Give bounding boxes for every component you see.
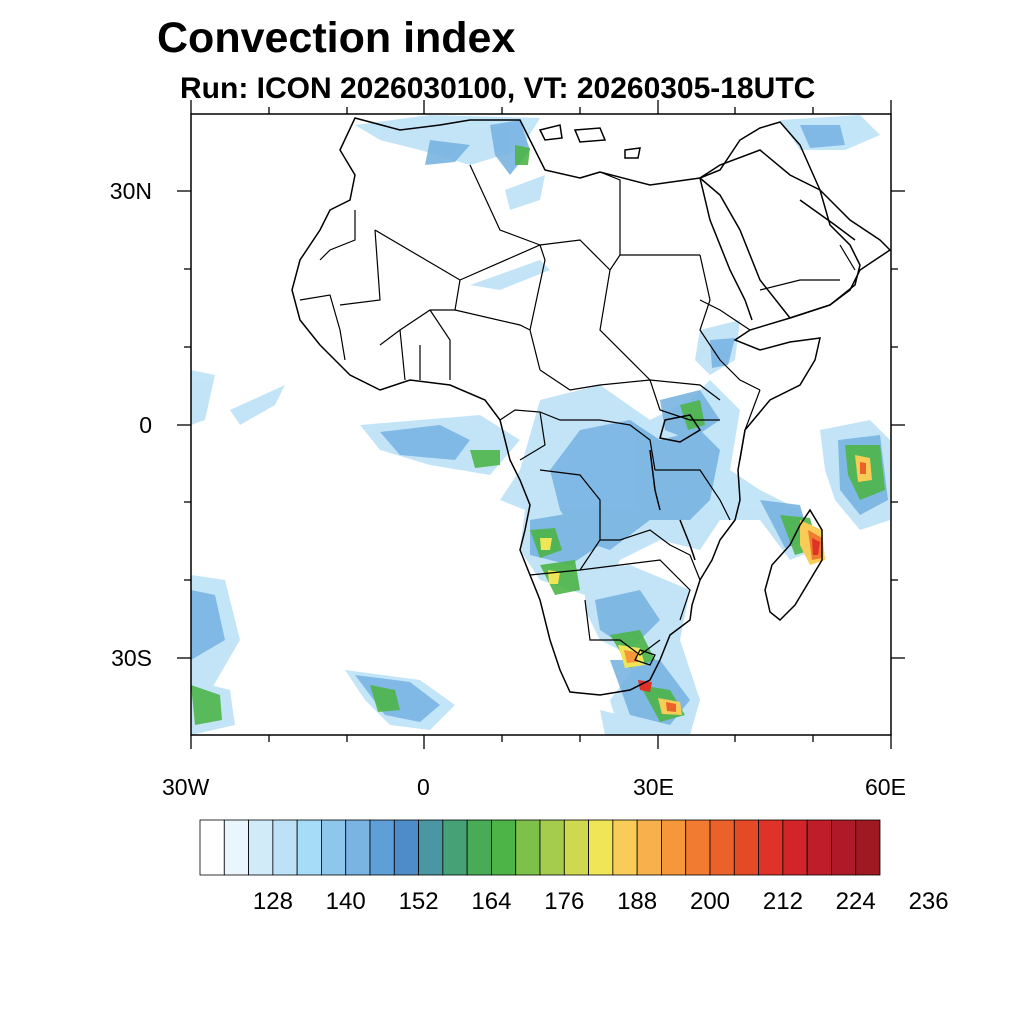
axis-ticks bbox=[177, 100, 905, 749]
africa-coastline bbox=[291, 117, 891, 696]
convection-field bbox=[191, 115, 890, 735]
chart-title: Convection index bbox=[157, 14, 516, 62]
colorbar-label: 128 bbox=[252, 888, 293, 915]
lon-label-30w: 30W bbox=[162, 774, 210, 800]
colorbar-label: 224 bbox=[835, 888, 876, 915]
lat-label-30s: 30S bbox=[111, 645, 152, 671]
colorbar-label: 200 bbox=[689, 888, 731, 915]
colorbar-label: 176 bbox=[544, 888, 585, 915]
arabia-coastline bbox=[698, 149, 861, 319]
madagascar-coastline bbox=[764, 508, 823, 622]
lat-label-30n: 30N bbox=[109, 178, 152, 204]
lat-label-0: 0 bbox=[139, 412, 152, 438]
lon-label-60e: 60E bbox=[865, 774, 906, 800]
lake-victoria bbox=[659, 414, 702, 443]
colorbar-label: 152 bbox=[398, 888, 439, 915]
coastlines bbox=[291, 117, 891, 696]
mid-index-regions bbox=[191, 120, 888, 725]
chart-subtitle: Run: ICON 2026030100, VT: 20260305-18UTC bbox=[180, 72, 816, 105]
colorbar-label: 236 bbox=[908, 888, 949, 915]
colorbar-label: 212 bbox=[762, 888, 803, 915]
colorbar-label: 140 bbox=[325, 888, 366, 915]
lon-label-0: 0 bbox=[417, 774, 430, 800]
country-borders bbox=[299, 164, 856, 666]
low-index-regions bbox=[191, 115, 890, 735]
colorbar-label: 188 bbox=[617, 888, 658, 915]
lon-label-30e: 30E bbox=[633, 774, 674, 800]
colorbar-label: 164 bbox=[471, 888, 512, 915]
